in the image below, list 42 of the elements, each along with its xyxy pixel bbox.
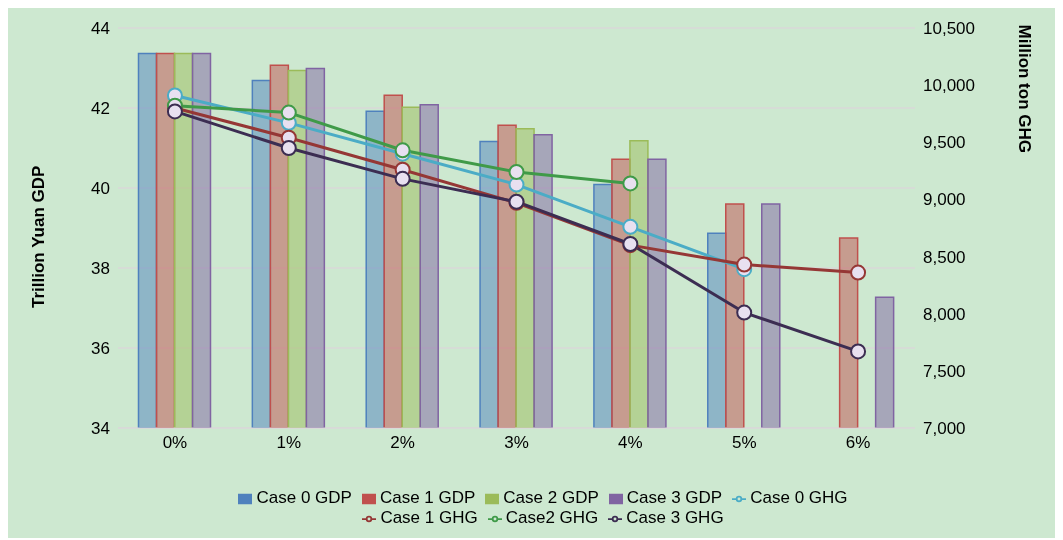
legend-label: Case2 GHG — [505, 508, 599, 527]
x-tick-label: 4% — [618, 433, 643, 453]
y-tick-label: 44 — [91, 19, 110, 39]
point — [166, 103, 183, 120]
x-tick-label: 2% — [390, 433, 415, 453]
point — [280, 104, 297, 121]
point — [850, 343, 867, 360]
y2-tick-label: 9,500 — [923, 133, 966, 153]
y2-tick-label: 10,500 — [923, 19, 975, 39]
legend-label: Case 1 GDP — [379, 488, 476, 507]
y-axis-title: Trillion Yuan GDP — [29, 165, 49, 308]
y2-tick-label: 7,500 — [923, 361, 966, 381]
y2-tick-label: 8,000 — [923, 304, 966, 324]
y-tick-label: 38 — [91, 259, 110, 279]
x-tick-label: 0% — [162, 433, 188, 453]
y-tick-label: 34 — [91, 419, 110, 439]
point — [850, 264, 867, 281]
y-tick-label: 42 — [91, 99, 110, 119]
point — [622, 175, 639, 192]
point — [280, 140, 297, 156]
point — [736, 256, 753, 273]
y2-axis-title: Million ton GHG — [1014, 24, 1034, 153]
legend-label: Case 0 GHG — [750, 488, 848, 507]
x-tick-label: 1% — [276, 433, 302, 453]
y2-tick-label: 8,500 — [923, 247, 966, 267]
point — [736, 304, 753, 321]
x-tick-label: 6% — [845, 433, 871, 453]
y2-tick-label: 10,000 — [923, 76, 975, 96]
legend-label: Case 3 GHG — [626, 508, 724, 527]
y2-tick-label: 7,000 — [923, 419, 966, 439]
legend-label: Case 3 GDP — [626, 488, 723, 507]
point — [394, 170, 411, 187]
x-tick-label: 5% — [731, 433, 757, 453]
legend-label: Case 0 GDP — [256, 488, 352, 507]
y2-tick-label: 9,000 — [923, 190, 966, 210]
legend-label: Case 2 GDP — [503, 488, 599, 507]
y-tick-label: 40 — [91, 179, 110, 199]
y-tick-label: 36 — [91, 339, 110, 359]
legend-label: Case 1 GHG — [380, 508, 478, 527]
point — [622, 218, 639, 235]
x-tick-label: 3% — [504, 433, 529, 453]
point — [508, 164, 525, 180]
